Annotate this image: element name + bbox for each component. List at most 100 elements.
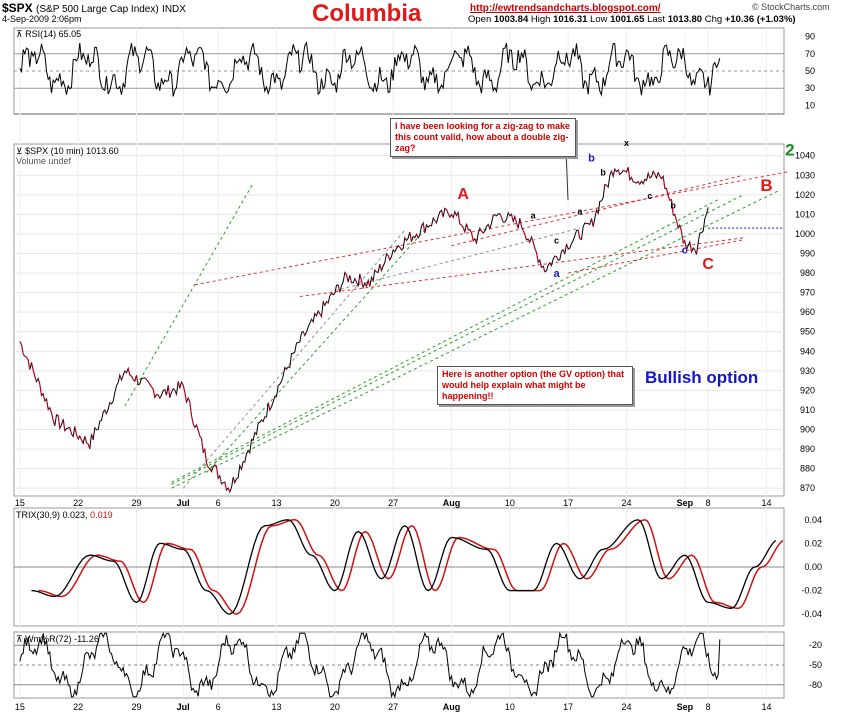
x-tick-label-bottom: Jul xyxy=(177,702,190,712)
x-tick-label: Jul xyxy=(177,498,190,508)
price-label: ⊻ $SPX (10 min) 1013.60 xyxy=(16,146,119,156)
x-tick-label-bottom: 13 xyxy=(271,702,281,712)
note-double-zigzag: I have been looking for a zig-zag to mak… xyxy=(390,118,576,157)
price-tick-label: 1040 xyxy=(795,151,815,161)
rsi-series-line xyxy=(19,41,721,97)
stockcharts-credit: © StockCharts.com xyxy=(752,2,830,12)
trendline xyxy=(182,229,406,489)
wave-label: x xyxy=(624,138,629,148)
willr-tick-label: -80 xyxy=(809,680,822,690)
wave-label: a xyxy=(531,210,537,220)
wave-label: A xyxy=(457,186,469,203)
wave-label: C xyxy=(702,256,714,273)
exchange-label: INDX xyxy=(162,4,186,15)
trix-tick-label: 0.02 xyxy=(804,538,822,548)
wave-label: c xyxy=(647,191,652,201)
trix-tick-label: 0.00 xyxy=(804,562,822,572)
trix-series-line xyxy=(31,519,777,615)
symbol-title: $SPX (S&P 500 Large Cap Index) INDX xyxy=(2,1,186,15)
wave-label: b xyxy=(600,167,606,177)
x-tick-label-bottom: 15 xyxy=(15,702,25,712)
x-tick-label: Aug xyxy=(443,498,461,508)
trix-label: TRIX(30,9) 0.023, 0.019 xyxy=(16,510,113,520)
axes-layer: 8708808909009109209309409509609709809901… xyxy=(15,32,822,712)
note-gv-option: Here is another option (the GV option) t… xyxy=(437,366,633,405)
x-tick-label: 20 xyxy=(330,498,340,508)
rsi-tick-label: 30 xyxy=(805,83,815,93)
wave-label: c xyxy=(682,245,688,257)
x-tick-label: 27 xyxy=(388,498,398,508)
brand-title: Columbia xyxy=(312,0,422,27)
price-tick-label: 890 xyxy=(800,444,815,454)
wave-label: 2 xyxy=(785,141,794,160)
price-tick-label: 930 xyxy=(800,366,815,376)
x-tick-label: 22 xyxy=(73,498,83,508)
trendline xyxy=(171,190,779,489)
price-tick-label: 910 xyxy=(800,405,815,415)
trix-tick-label: 0.04 xyxy=(804,515,822,525)
trix-tick-label: -0.02 xyxy=(801,586,822,596)
willr-tick-label: -50 xyxy=(809,660,822,670)
wave-label: c xyxy=(554,236,559,246)
wave-label: a xyxy=(577,206,583,216)
trix-tick-label: -0.04 xyxy=(801,609,822,619)
wave-label: a xyxy=(553,268,560,280)
series-layer xyxy=(19,41,784,699)
blog-url-link[interactable]: http://ewtrendsandcharts.blogspot.com/ xyxy=(470,3,661,14)
trendlines-layer xyxy=(124,170,790,489)
price-tick-label: 1010 xyxy=(795,209,815,219)
price-tick-label: 870 xyxy=(800,483,815,493)
price-tick-label: 880 xyxy=(800,464,815,474)
x-tick-label: 13 xyxy=(271,498,281,508)
rsi-tick-label: 10 xyxy=(805,100,815,110)
note-pointer xyxy=(565,149,569,201)
x-tick-label-bottom: 17 xyxy=(563,702,573,712)
trendline xyxy=(206,225,429,473)
x-tick-label-bottom: 14 xyxy=(761,702,771,712)
trendline xyxy=(451,174,744,247)
trendline xyxy=(124,182,254,407)
x-tick-label-bottom: 6 xyxy=(216,702,221,712)
x-tick-label: 10 xyxy=(505,498,515,508)
wave-label: B xyxy=(760,176,772,195)
chart-date: 4-Sep-2009 2:06pm xyxy=(2,14,82,24)
price-tick-label: 1000 xyxy=(795,229,815,239)
price-tick-label: 1030 xyxy=(795,170,815,180)
trix-signal-line xyxy=(38,519,784,616)
rsi-tick-label: 90 xyxy=(805,32,815,42)
x-tick-label: 14 xyxy=(761,498,771,508)
price-down-segments xyxy=(19,167,697,493)
price-tick-label: 990 xyxy=(800,249,815,259)
rsi-tick-label: 50 xyxy=(805,66,815,76)
x-tick-label-bottom: 20 xyxy=(330,702,340,712)
rsi-tick-label: 70 xyxy=(805,49,815,59)
x-tick-label-bottom: 24 xyxy=(621,702,631,712)
x-tick-label: 8 xyxy=(706,498,711,508)
x-tick-label: 6 xyxy=(216,498,221,508)
bullish-option-label: Bullish option xyxy=(645,368,759,387)
x-tick-label: 29 xyxy=(131,498,141,508)
x-tick-label-bottom: Sep xyxy=(677,702,694,712)
volume-label: Volume undef xyxy=(16,156,72,166)
willr-series-line xyxy=(19,631,721,699)
x-tick-label-bottom: 22 xyxy=(73,702,83,712)
price-series-line xyxy=(19,167,709,494)
rsi-label: ⊼ RSI(14) 65.05 xyxy=(16,29,82,39)
price-tick-label: 920 xyxy=(800,385,815,395)
price-tick-label: 970 xyxy=(800,288,815,298)
trendline xyxy=(568,239,744,274)
price-tick-label: 900 xyxy=(800,425,815,435)
trendline xyxy=(194,170,790,286)
willr-label: ⊼ Wm%R(72) -11.26 xyxy=(16,634,99,644)
index-name: (S&P 500 Large Cap Index) xyxy=(36,4,159,15)
x-tick-label-bottom: Aug xyxy=(443,702,461,712)
wave-labels-layer: A C B2 a b c a b c x b c a xyxy=(457,138,794,280)
price-tick-label: 980 xyxy=(800,268,815,278)
x-tick-label-bottom: 10 xyxy=(505,702,515,712)
price-tick-label: 940 xyxy=(800,346,815,356)
trendline xyxy=(171,194,744,485)
ohlc-readout: Open 1003.84 High 1016.31 Low 1001.65 La… xyxy=(468,14,796,25)
x-tick-label: 15 xyxy=(15,498,25,508)
wave-label: b xyxy=(588,153,595,165)
